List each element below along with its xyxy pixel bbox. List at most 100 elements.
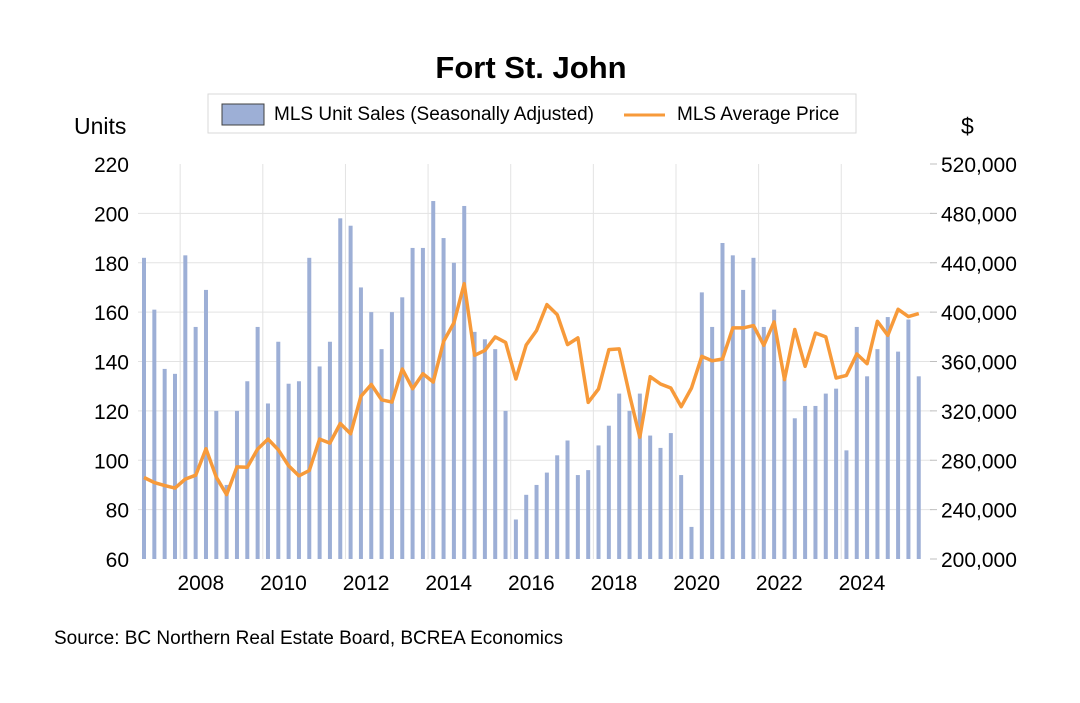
- bar: [637, 393, 642, 559]
- price-line: [143, 281, 920, 497]
- left-tick-label: 200: [94, 203, 129, 226]
- left-tick-label: 160: [94, 302, 129, 325]
- x-tick-label: 2024: [839, 572, 886, 595]
- bar: [741, 289, 746, 559]
- bar: [358, 287, 363, 559]
- x-tick-label: 2010: [260, 572, 307, 595]
- bar: [472, 331, 477, 559]
- right-tick-label: 360,000: [941, 352, 1017, 375]
- bar: [441, 238, 446, 559]
- right-tick-label: 520,000: [941, 154, 1017, 177]
- x-tick-label: 2014: [425, 572, 472, 595]
- bar: [462, 205, 467, 559]
- bar: [503, 410, 508, 559]
- bar: [627, 410, 632, 559]
- right-tick-label: 280,000: [941, 450, 1017, 473]
- bar: [296, 381, 301, 559]
- bar: [844, 450, 849, 559]
- bar: [544, 472, 549, 559]
- bar: [524, 494, 529, 559]
- x-tick-label: 2008: [177, 572, 224, 595]
- left-tick-label: 120: [94, 401, 129, 424]
- bar: [875, 349, 880, 559]
- bar: [916, 376, 921, 559]
- bar: [142, 257, 146, 559]
- chart-title: Fort St. John: [435, 50, 626, 85]
- bar: [348, 225, 353, 559]
- bar: [234, 410, 239, 559]
- bar: [224, 484, 229, 559]
- legend-box: [207, 93, 857, 134]
- bar: [338, 218, 343, 559]
- bar: [379, 349, 384, 559]
- bar: [214, 410, 219, 559]
- bar: [906, 319, 911, 559]
- bar: [865, 376, 870, 559]
- right-tick-label: 240,000: [941, 500, 1017, 523]
- bar: [555, 455, 560, 559]
- bar: [751, 257, 756, 559]
- bar: [648, 435, 653, 559]
- bar: [307, 257, 312, 559]
- bar: [803, 405, 808, 559]
- bar: [203, 289, 208, 559]
- bar: [885, 317, 890, 559]
- bar: [317, 366, 322, 559]
- legend-swatch-unit-sales: [221, 103, 265, 126]
- bar: [658, 447, 663, 559]
- bar: [823, 393, 828, 559]
- bar: [565, 440, 570, 559]
- right-tick-label: 480,000: [941, 203, 1017, 226]
- left-tick-label: 100: [94, 450, 129, 473]
- bar: [389, 312, 394, 559]
- x-tick-label: 2016: [508, 572, 555, 595]
- bar: [596, 445, 601, 559]
- x-tick-label: 2022: [756, 572, 803, 595]
- bar: [575, 475, 580, 559]
- x-tick-label: 2020: [673, 572, 720, 595]
- grid: [138, 164, 932, 559]
- bar: [265, 403, 270, 559]
- bar: [689, 526, 694, 559]
- left-tick-label: 60: [106, 549, 129, 572]
- left-tick-label: 80: [106, 500, 129, 523]
- bar: [513, 519, 518, 559]
- bar: [792, 418, 797, 559]
- bar: [730, 255, 735, 559]
- bar: [854, 326, 859, 559]
- bar: [710, 326, 715, 559]
- bar: [668, 433, 673, 559]
- source-note: Source: BC Northern Real Estate Board, B…: [54, 628, 564, 649]
- bar: [699, 292, 704, 559]
- bar: [782, 373, 787, 559]
- bar: [493, 349, 498, 559]
- bar: [813, 405, 818, 559]
- bar: [327, 341, 332, 559]
- bar: [482, 339, 487, 559]
- left-tick-label: 140: [94, 352, 129, 375]
- legend: MLS Unit Sales (Seasonally Adjusted) MLS…: [207, 93, 857, 134]
- bar: [606, 425, 611, 559]
- bar: [451, 262, 456, 559]
- right-axis: 200,000 240,000 280,000 320,000 360,000 400,0…: [930, 154, 1017, 572]
- bar: [255, 326, 260, 559]
- bar: [286, 383, 291, 559]
- bar: [162, 368, 167, 559]
- left-axis: 60 80 100 120 140 160 180 200 220: [94, 154, 129, 572]
- bar: [369, 312, 374, 559]
- bar: [420, 247, 425, 559]
- bar-series-unit-sales: [142, 201, 921, 559]
- bar: [245, 381, 250, 559]
- right-tick-label: 440,000: [941, 253, 1017, 276]
- legend-label-average-price: MLS Average Price: [677, 104, 839, 125]
- right-tick-label: 400,000: [941, 302, 1017, 325]
- bar: [152, 309, 157, 559]
- bar: [193, 326, 198, 559]
- bar: [183, 255, 188, 559]
- bar: [410, 247, 415, 559]
- bar: [761, 326, 766, 559]
- left-tick-label: 180: [94, 253, 129, 276]
- x-axis: 2008 2010 2012 2014 2016 2018 2020 2022 2024: [177, 572, 885, 595]
- x-tick-label: 2018: [591, 572, 638, 595]
